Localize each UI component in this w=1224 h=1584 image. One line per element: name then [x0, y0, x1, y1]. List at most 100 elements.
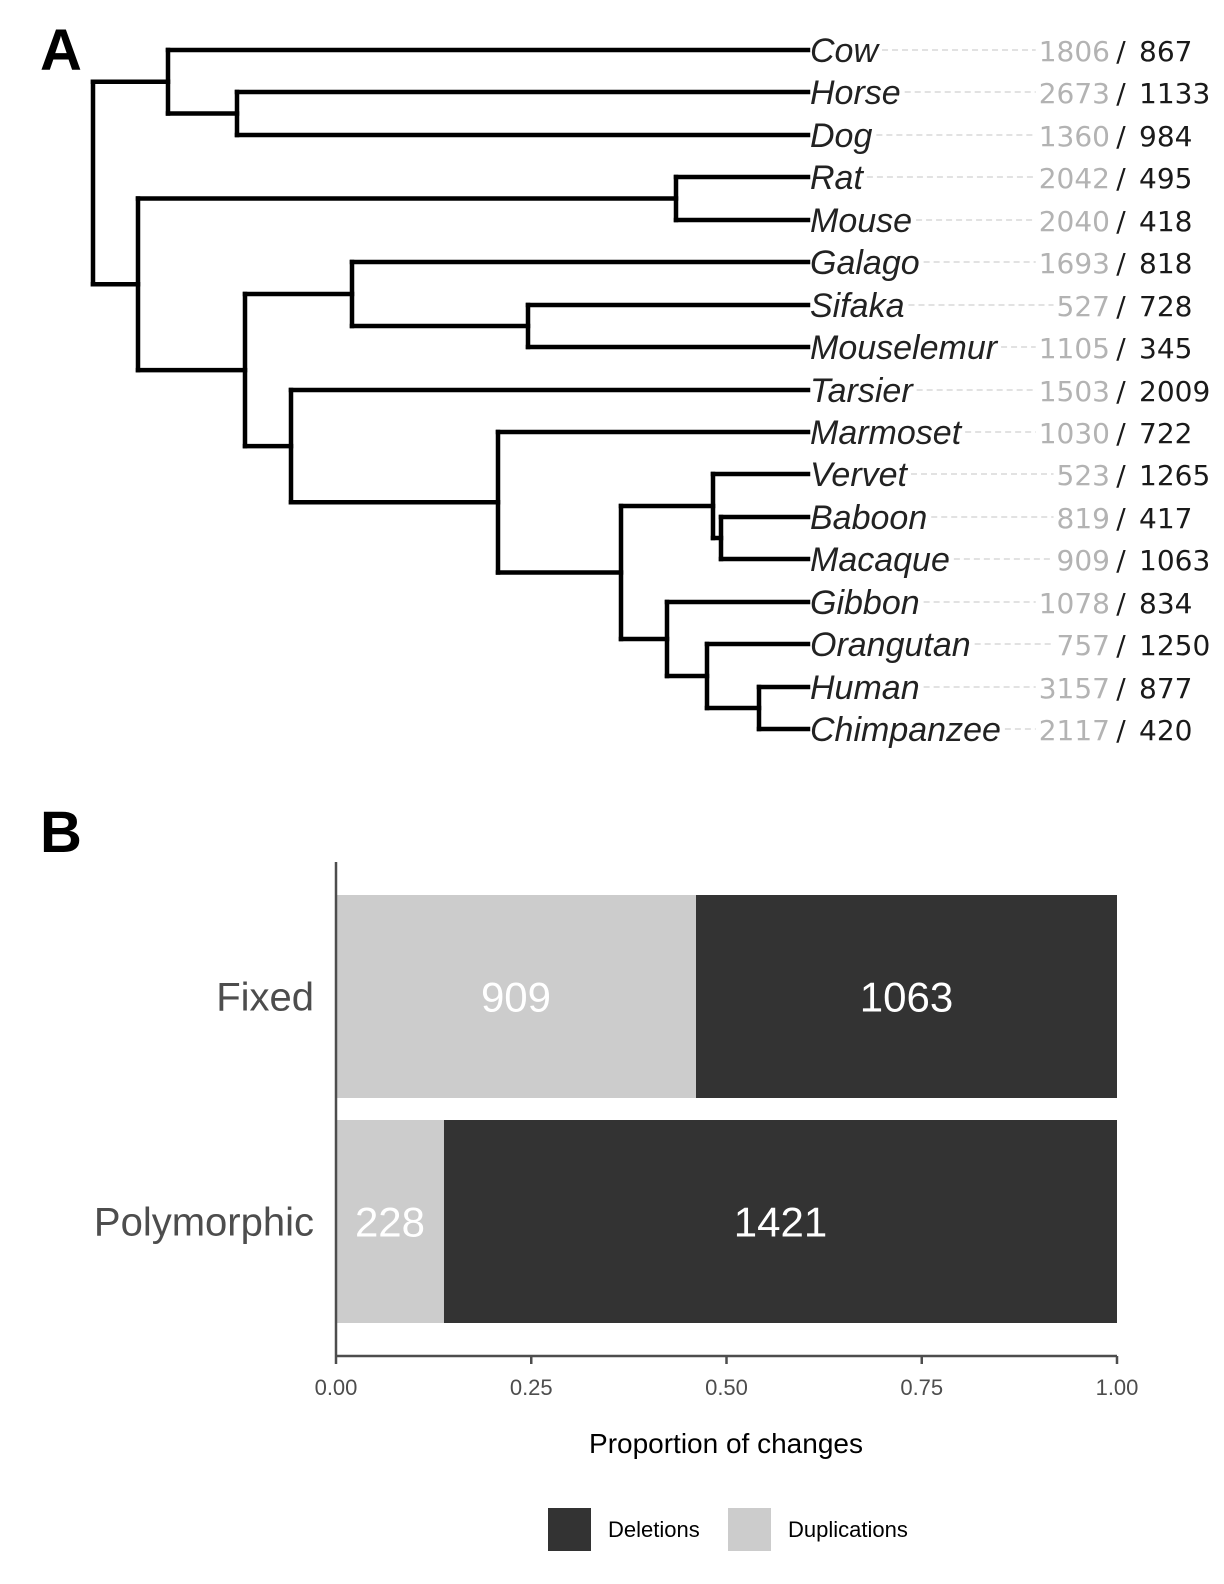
deletion-count: 818 [1139, 247, 1192, 280]
deletion-count: 834 [1139, 587, 1192, 620]
tip-dog: Dog 1360/ 984 [810, 117, 1192, 155]
tip-name: Gibbon [810, 584, 920, 622]
tip-name: Sifaka [810, 287, 905, 325]
x-tick-label: 0.50 [705, 1375, 748, 1400]
duplication-count: 2673 [1039, 77, 1110, 110]
tip-human: Human 3157/ 877 [810, 669, 1192, 707]
count-separator: / [1116, 205, 1126, 238]
count-separator: / [1116, 672, 1126, 705]
duplication-count: 527 [1057, 290, 1110, 323]
x-tick-label: 0.25 [510, 1375, 553, 1400]
deletion-count: 984 [1139, 120, 1192, 153]
deletion-count: 1063 [1139, 544, 1210, 577]
deletion-count: 728 [1139, 290, 1192, 323]
bar-label-deletions: 1063 [860, 974, 953, 1021]
tip-name: Rat [810, 159, 864, 197]
bar-group-fixed: 909 1063 [336, 895, 1117, 1098]
bar-deletions [696, 895, 1117, 1098]
deletion-count: 345 [1139, 332, 1192, 365]
count-separator: / [1116, 35, 1126, 68]
duplication-count: 2117 [1039, 714, 1110, 747]
tip-name: Orangutan [810, 626, 971, 664]
bar-group-polymorphic: 228 1421 [336, 1120, 1117, 1323]
duplication-count: 1030 [1039, 417, 1110, 450]
legend-item-duplications: Duplications [728, 1508, 908, 1551]
deletion-count: 1133 [1139, 77, 1210, 110]
stacked-bar-chart: 909 1063 Fixed 228 1421 Polymorphic 0.00 0.25 0.… [94, 862, 1138, 1400]
bar-duplications [336, 895, 697, 1098]
x-tick-label: 1.00 [1096, 1375, 1139, 1400]
deletion-count: 722 [1139, 417, 1192, 450]
deletion-count: 867 [1139, 35, 1192, 68]
count-separator: / [1116, 714, 1126, 747]
count-separator: / [1116, 332, 1126, 365]
tip-orangutan: Orangutan 757/ 1250 [810, 626, 1210, 664]
tip-name: Macaque [810, 541, 950, 579]
legend-label: Duplications [788, 1517, 908, 1542]
duplication-count: 1078 [1039, 587, 1110, 620]
count-separator: / [1116, 247, 1126, 280]
count-separator: / [1116, 290, 1126, 323]
category-label: Fixed [216, 976, 314, 1020]
x-tick-label: 0.75 [900, 1375, 943, 1400]
duplication-count: 1503 [1039, 375, 1110, 408]
duplication-count: 909 [1057, 544, 1110, 577]
bar-duplications [336, 1120, 444, 1323]
duplication-count: 1806 [1039, 35, 1110, 68]
panel-a-label: A [40, 18, 82, 83]
tip-mouse: Mouse 2040/ 418 [810, 202, 1192, 240]
count-separator: / [1116, 502, 1126, 535]
deletion-count: 420 [1139, 714, 1192, 747]
duplication-count: 2040 [1039, 205, 1110, 238]
deletion-count: 417 [1139, 502, 1192, 535]
deletion-count: 2009 [1139, 375, 1210, 408]
tip-name: Cow [810, 32, 880, 70]
tip-name: Tarsier [810, 372, 914, 410]
tip-baboon: Baboon 819/ 417 [810, 499, 1192, 537]
bar-label-duplications: 909 [481, 974, 551, 1021]
duplication-count: 523 [1057, 459, 1110, 492]
tip-name: Galago [810, 244, 920, 282]
tip-name: Mouselemur [810, 329, 999, 367]
tip-tarsier: Tarsier 1503/ 2009 [810, 372, 1210, 410]
tip-horse: Horse 2673/ 1133 [810, 74, 1210, 112]
x-tick-label: 0.00 [315, 1375, 358, 1400]
count-separator: / [1116, 629, 1126, 662]
deletion-count: 418 [1139, 205, 1192, 238]
count-separator: / [1116, 459, 1126, 492]
count-separator: / [1116, 375, 1126, 408]
count-separator: / [1116, 120, 1126, 153]
bar-label-deletions: 1421 [734, 1199, 827, 1246]
bar-deletions [443, 1120, 1117, 1323]
duplication-count: 819 [1057, 502, 1110, 535]
tip-mouselemur: Mouselemur 1105/ 345 [810, 329, 1192, 367]
duplication-count: 757 [1057, 629, 1110, 662]
category-label: Polymorphic [94, 1201, 314, 1245]
tip-galago: Galago 1693/ 818 [810, 244, 1192, 282]
phylogenetic-tree [90, 47, 811, 732]
legend-label: Deletions [608, 1517, 700, 1542]
tip-name: Mouse [810, 202, 912, 240]
tip-marmoset: Marmoset 1030/ 722 [810, 414, 1192, 452]
tip-name: Horse [810, 74, 901, 112]
duplication-count: 3157 [1039, 672, 1110, 705]
count-separator: / [1116, 544, 1126, 577]
tip-name: Vervet [810, 456, 909, 494]
count-separator: / [1116, 587, 1126, 620]
legend-item-deletions: Deletions [548, 1508, 700, 1551]
tip-vervet: Vervet 523/ 1265 [810, 456, 1210, 494]
count-separator: / [1116, 162, 1126, 195]
tip-cow: Cow 1806/ 867 [810, 32, 1192, 70]
legend: Deletions Duplications [548, 1508, 908, 1551]
x-axis-title: Proportion of changes [589, 1428, 863, 1459]
legend-swatch [548, 1508, 591, 1551]
legend-swatch [728, 1508, 771, 1551]
duplication-count: 1693 [1039, 247, 1110, 280]
tip-name: Baboon [810, 499, 927, 537]
tip-name: Dog [810, 117, 872, 155]
count-separator: / [1116, 417, 1126, 450]
duplication-count: 1360 [1039, 120, 1110, 153]
tip-sifaka: Sifaka 527/ 728 [810, 287, 1192, 325]
